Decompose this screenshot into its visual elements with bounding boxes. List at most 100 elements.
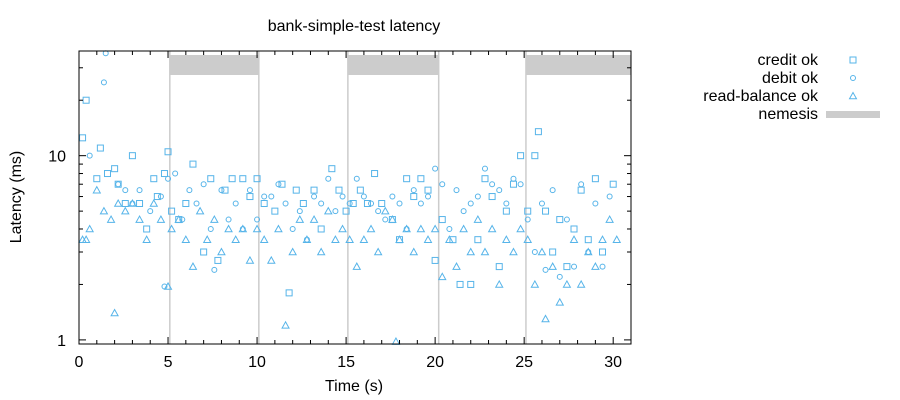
data-point <box>510 175 517 182</box>
y-tick-label: 1 <box>57 333 66 350</box>
data-point <box>310 186 318 194</box>
data-point <box>167 224 176 233</box>
data-point <box>113 198 123 207</box>
data-point <box>143 225 151 233</box>
data-point <box>195 206 205 215</box>
data-point <box>439 181 446 188</box>
data-point <box>309 215 319 223</box>
data-point <box>371 170 379 178</box>
data-point <box>121 200 129 208</box>
data-point <box>425 193 432 200</box>
data-point <box>467 280 475 288</box>
data-point <box>271 207 279 215</box>
data-point <box>352 262 362 270</box>
data-point <box>92 185 102 194</box>
data-point <box>332 208 339 215</box>
data-point <box>164 148 172 156</box>
data-point <box>591 262 600 270</box>
data-point <box>571 263 578 270</box>
data-point <box>163 281 173 290</box>
series-credit-ok <box>79 96 617 297</box>
data-point <box>556 216 564 224</box>
data-point <box>259 235 269 243</box>
data-point <box>432 165 439 172</box>
data-point <box>188 262 198 270</box>
data-point <box>149 198 159 207</box>
data-point <box>360 193 367 200</box>
data-point <box>317 225 325 233</box>
series-read-balance-ok <box>78 185 622 345</box>
data-point <box>174 215 184 223</box>
data-point <box>606 193 613 200</box>
data-point <box>156 215 166 223</box>
data-point <box>331 235 340 243</box>
plot-frame <box>78 50 632 345</box>
data-point <box>380 206 390 215</box>
data-point <box>253 175 261 183</box>
legend-label: debit ok <box>762 70 819 87</box>
data-point <box>517 152 525 160</box>
data-point <box>207 225 214 232</box>
data-point <box>480 247 490 256</box>
data-point <box>106 215 116 223</box>
data-point <box>168 207 176 215</box>
data-point <box>86 152 93 159</box>
data-point <box>311 193 318 200</box>
data-point <box>81 235 91 243</box>
data-point <box>523 235 533 243</box>
data-point <box>410 193 418 201</box>
data-point <box>335 186 343 194</box>
data-point <box>328 165 336 173</box>
data-point <box>182 200 190 208</box>
data-point <box>292 186 300 194</box>
data-point <box>232 200 239 207</box>
data-point <box>598 235 607 243</box>
data-point <box>100 79 107 86</box>
data-point <box>366 224 376 233</box>
data-point <box>416 224 426 233</box>
data-point <box>111 165 119 173</box>
data-point <box>538 200 545 207</box>
data-point <box>224 224 233 233</box>
data-point <box>281 320 290 329</box>
data-point <box>445 235 454 243</box>
data-point <box>193 200 200 207</box>
data-point <box>556 273 563 280</box>
data-point <box>368 200 375 207</box>
legend-label: nemesis <box>758 106 818 123</box>
data-point <box>496 187 503 194</box>
data-point <box>103 170 111 178</box>
data-point <box>218 187 225 194</box>
data-point <box>391 336 401 345</box>
data-point <box>189 160 197 168</box>
data-point <box>402 224 411 233</box>
data-point <box>181 235 191 243</box>
legend-marker <box>849 56 857 64</box>
data-point <box>142 235 152 243</box>
data-point <box>409 247 419 256</box>
nemesis-band <box>169 55 259 75</box>
legend-marker <box>850 75 856 81</box>
data-point <box>542 266 549 273</box>
data-point <box>542 207 550 215</box>
data-point <box>569 235 579 243</box>
data-point <box>577 186 585 194</box>
chart-title: bank-simple-test latency <box>268 18 441 35</box>
data-point <box>541 314 550 323</box>
data-point <box>261 193 268 200</box>
data-point <box>274 224 283 233</box>
x-tick-label: 0 <box>75 354 84 371</box>
data-point <box>388 215 397 223</box>
data-point <box>207 175 215 183</box>
y-tick-label: 10 <box>48 149 66 166</box>
data-point <box>288 247 298 256</box>
data-point <box>549 248 557 256</box>
data-point <box>346 200 353 207</box>
data-point <box>246 193 254 201</box>
data-point <box>268 193 275 200</box>
data-point <box>225 216 232 223</box>
data-point <box>437 272 447 281</box>
data-point <box>231 235 241 243</box>
data-point <box>517 181 524 188</box>
